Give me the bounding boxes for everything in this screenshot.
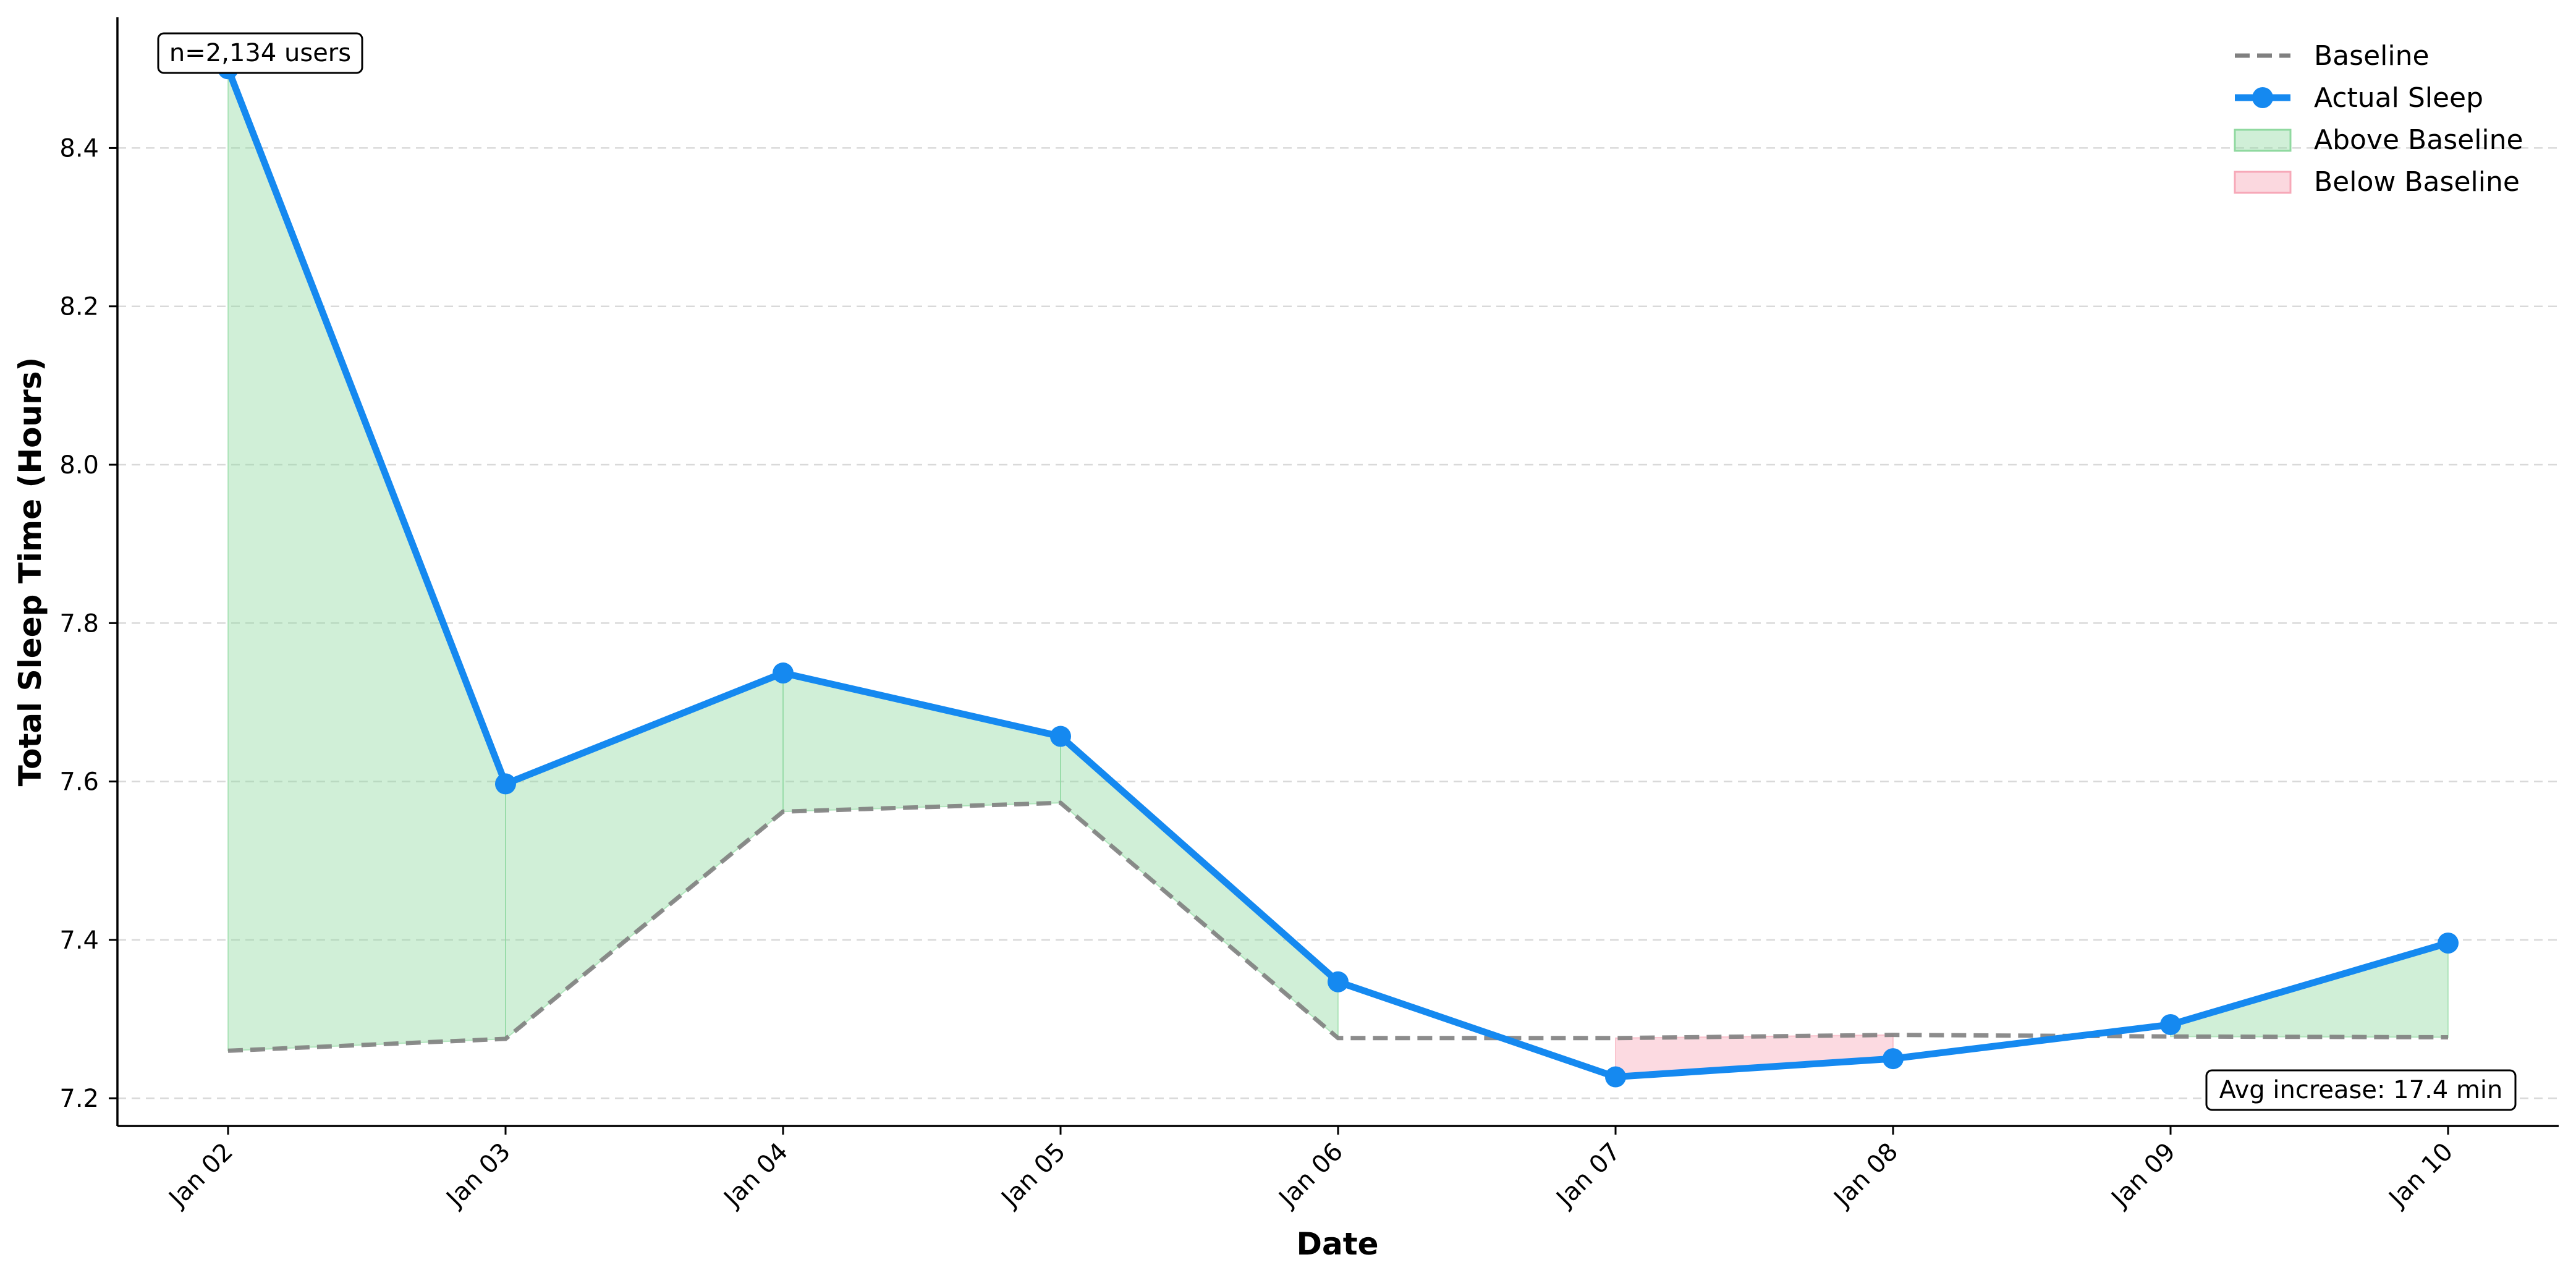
x-tick-label-0: Jan 02 xyxy=(163,1138,239,1214)
actual-sleep-point-5 xyxy=(1605,1066,1626,1088)
fill-segment-2 xyxy=(782,672,1061,813)
y-tick-label-0: 7.2 xyxy=(59,1085,99,1113)
legend-actual-marker xyxy=(2252,87,2273,108)
legend: Baseline Actual Sleep Above Baseline Bel… xyxy=(2234,40,2523,198)
x-tick-label-2: Jan 04 xyxy=(718,1138,794,1214)
y-tick-label-5: 8.2 xyxy=(59,293,99,321)
x-tick-label-3: Jan 05 xyxy=(995,1138,1071,1214)
y-tick-label-2: 7.6 xyxy=(59,768,99,797)
y-tick-label-3: 7.8 xyxy=(59,609,99,638)
y-tick-label-1: 7.4 xyxy=(59,926,99,955)
legend-baseline-label: Baseline xyxy=(2314,40,2430,72)
x-axis-title: Date xyxy=(1296,1226,1378,1262)
actual-sleep-point-1 xyxy=(495,773,516,795)
x-tick-label-1: Jan 03 xyxy=(440,1138,516,1214)
y-tick-label-6: 8.4 xyxy=(59,134,99,163)
actual-sleep-point-6 xyxy=(1883,1048,1904,1070)
fill-segment-0 xyxy=(227,68,506,1052)
x-tick-label-8: Jan 10 xyxy=(2383,1138,2459,1214)
legend-actual-label: Actual Sleep xyxy=(2314,82,2483,114)
actual-sleep-point-4 xyxy=(1328,971,1349,992)
legend-below-swatch xyxy=(2234,171,2292,194)
actual-sleep-point-3 xyxy=(1050,726,1071,747)
sample-size-text: n=2,134 users xyxy=(169,39,351,67)
actual-sleep-point-2 xyxy=(773,662,794,684)
x-tick-label-5: Jan 07 xyxy=(1550,1138,1626,1214)
avg-increase-text: Avg increase: 17.4 min xyxy=(2219,1076,2503,1104)
baseline-line xyxy=(227,800,2449,1053)
sample-size-annotation: n=2,134 users xyxy=(157,32,363,74)
fill-layer xyxy=(227,68,2449,1078)
actual-sleep-point-7 xyxy=(2160,1014,2181,1035)
legend-above-swatch xyxy=(2234,129,2292,152)
x-tick-label-4: Jan 06 xyxy=(1273,1138,1349,1214)
legend-above-label: Above Baseline xyxy=(2314,124,2523,156)
x-tick-label-6: Jan 08 xyxy=(1828,1138,1904,1214)
y-tick-label-4: 8.0 xyxy=(59,451,99,480)
sample-size-box xyxy=(157,32,363,74)
actual-sleep-point-8 xyxy=(2438,932,2459,954)
avg-increase-annotation: Avg increase: 17.4 min xyxy=(2205,1069,2517,1111)
grid-layer xyxy=(117,147,2559,1099)
y-axis-title: Total Sleep Time (Hours) xyxy=(12,357,48,787)
avg-increase-box xyxy=(2205,1069,2517,1111)
legend-below-label: Below Baseline xyxy=(2314,166,2520,198)
x-tick-label-7: Jan 09 xyxy=(2105,1138,2181,1214)
